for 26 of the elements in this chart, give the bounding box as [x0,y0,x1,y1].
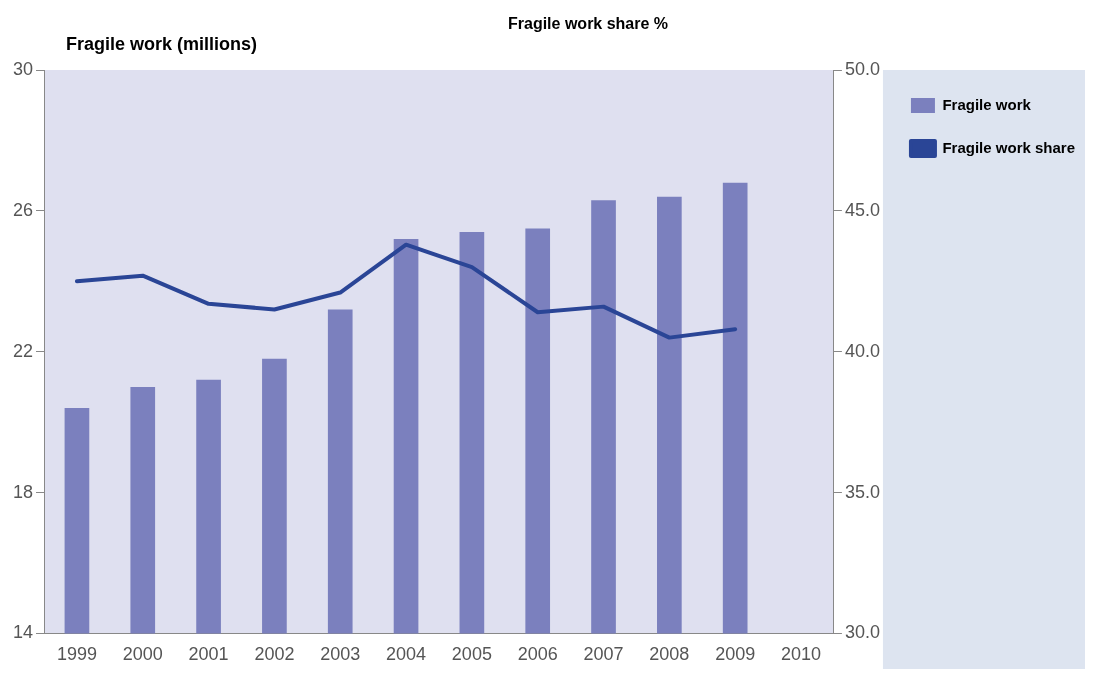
legend-label: Fragile work [942,95,1032,113]
x-tick-label: 2006 [517,644,558,665]
x-tick-label: 2009 [715,644,756,665]
y2-tick-label: 30.0 [844,622,880,643]
legend-label: Fragile work share [942,138,1076,156]
y-tick-label: 14 [12,622,34,643]
y-tick-label: 26 [12,199,34,220]
y2-axis-title: Fragile work share % [508,15,669,33]
x-tick-label: 2008 [649,644,690,665]
x-tick-label: 2001 [188,644,229,665]
x-tick-label: 2010 [780,644,822,665]
y2-tick-label: 50.0 [844,58,880,79]
y-tick-label: 30 [12,58,34,79]
x-tick-label: 2007 [583,644,624,665]
x-tick-label: 2004 [386,644,427,665]
x-tick-label: 1999 [56,644,97,665]
x-tick-label: 2000 [122,644,163,665]
y-tick-label: 18 [12,481,34,502]
y2-tick-label: 40.0 [844,340,880,361]
x-tick-label: 2005 [451,644,492,665]
x-tick-label: 2003 [320,644,361,665]
y-tick-label: 22 [12,340,34,361]
y2-tick-label: 35.0 [844,481,880,502]
x-tick-label: 2002 [254,644,295,665]
y-axis-title: Fragile work (millions) [66,34,258,55]
y2-tick-label: 45.0 [844,199,880,220]
